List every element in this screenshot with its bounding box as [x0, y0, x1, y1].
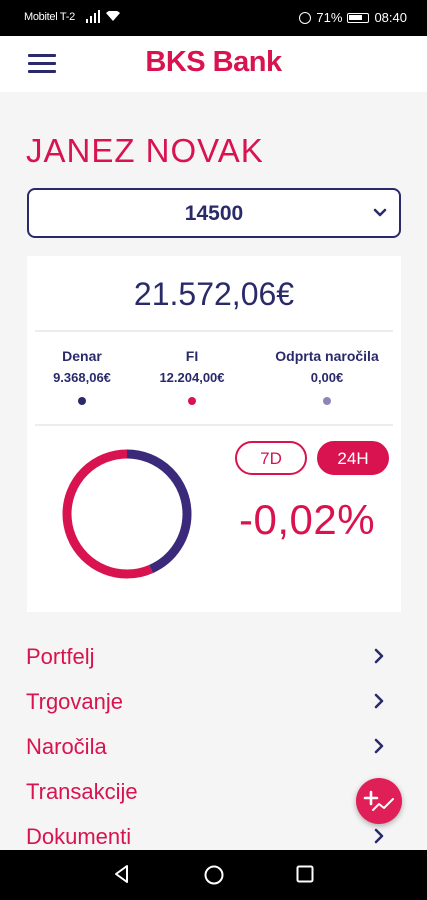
signal-icon — [86, 10, 100, 23]
stat-label: Denar — [62, 348, 102, 364]
menu-item-portfelj[interactable]: Portfelj — [26, 638, 386, 678]
system-navigation-bar — [0, 850, 427, 900]
account-selector[interactable]: 14500 — [27, 188, 401, 238]
donut-segment-denar — [62, 449, 192, 579]
menu-item-trgovanje[interactable]: Trgovanje — [26, 683, 386, 723]
stat-label: Odprta naročila — [275, 348, 379, 364]
hamburger-menu-icon[interactable] — [28, 54, 56, 74]
performance-change: -0,02% — [239, 496, 376, 543]
menu-item-label: Trgovanje — [26, 689, 124, 714]
menu-item-transakcije[interactable]: Transakcije — [26, 773, 386, 813]
chevron-right-icon — [374, 828, 384, 844]
battery-percent: 71% — [316, 10, 343, 25]
menu-item-narocila[interactable]: Naročila — [26, 728, 386, 768]
home-icon[interactable] — [203, 864, 225, 886]
chevron-right-icon — [374, 738, 384, 754]
chevron-down-icon — [373, 208, 387, 217]
add-trade-fab-button[interactable] — [356, 778, 402, 824]
legend-dot-denar — [78, 397, 86, 405]
account-owner-name: JANEZ NOVAK — [26, 132, 264, 169]
menu-item-label: Dokumenti — [26, 824, 132, 849]
wifi-icon — [106, 11, 120, 21]
divider — [35, 424, 393, 426]
clock: 08:40 — [374, 10, 407, 25]
stat-denar: Denar 9.368,06€ — [27, 348, 137, 405]
legend-dot-fi — [188, 397, 196, 405]
stat-value: 9.368,06€ — [53, 370, 111, 385]
back-icon[interactable] — [112, 864, 132, 884]
app-header: BKS Bank — [0, 36, 427, 92]
status-bar: Mobitel T-2 71% 08:40 — [0, 0, 427, 36]
stat-open-orders: Odprta naročila 0,00€ — [255, 348, 399, 405]
plus-chart-icon — [363, 790, 394, 811]
portfolio-summary-card: 21.572,06€ Denar 9.368,06€ FI 12.204,00€… — [27, 256, 401, 612]
total-value: 21.572,06€ — [133, 276, 295, 312]
menu-item-label: Portfelj — [26, 644, 95, 669]
menu-item-dokumenti[interactable]: Dokumenti — [26, 818, 386, 858]
stat-value: 12.204,00€ — [159, 370, 225, 385]
recents-icon[interactable] — [295, 864, 315, 884]
chevron-right-icon — [374, 693, 384, 709]
allocation-donut-chart — [62, 449, 192, 579]
period-7d-button[interactable]: 7D — [235, 441, 307, 475]
battery-icon — [347, 12, 370, 23]
alarm-icon — [299, 11, 312, 24]
divider — [35, 330, 393, 332]
chevron-right-icon — [374, 648, 384, 664]
stat-value: 0,00€ — [310, 370, 344, 385]
period-24h-button[interactable]: 24H — [317, 441, 389, 475]
legend-dot-open-orders — [323, 397, 331, 405]
stat-fi: FI 12.204,00€ — [139, 348, 245, 405]
bks-bank-logo: BKS Bank — [145, 46, 282, 78]
menu-item-label: Naročila — [26, 734, 107, 759]
menu-item-label: Transakcije — [26, 779, 138, 804]
selected-account-number: 14500 — [184, 202, 244, 225]
stat-label: FI — [185, 348, 199, 364]
carrier-name: Mobitel T-2 — [24, 11, 75, 23]
